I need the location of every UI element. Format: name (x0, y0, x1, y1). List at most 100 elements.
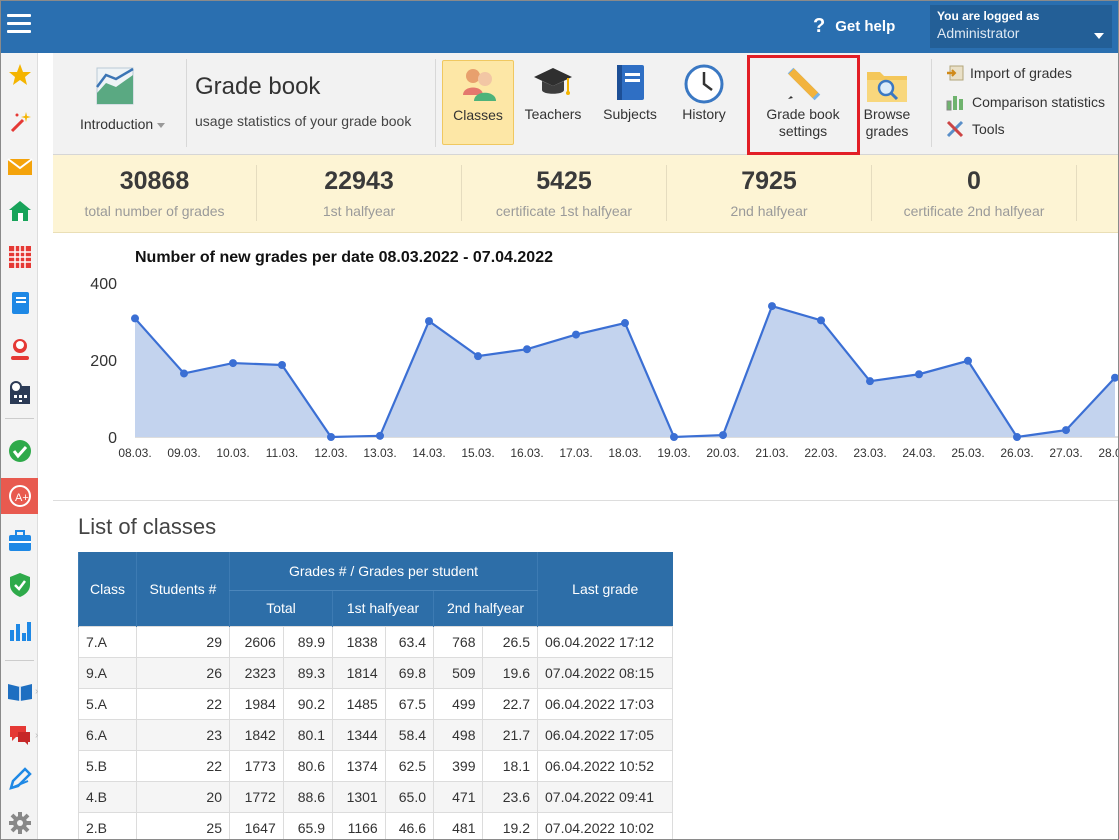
table-cell: 22 (136, 687, 230, 720)
x-tick-label: 17.03. (559, 446, 592, 460)
gear-icon[interactable] (1, 805, 38, 839)
table-cell: 20 (136, 780, 230, 813)
get-help-button[interactable]: ? Get help (813, 15, 895, 38)
comparison-statistics-link[interactable]: Comparison statistics (946, 93, 1105, 111)
home-icon[interactable] (1, 193, 38, 229)
col-last-grade[interactable]: Last grade (537, 552, 673, 626)
data-point (229, 359, 237, 368)
menu-icon[interactable] (7, 14, 31, 34)
col-1st-halfyear[interactable]: 1st halfyear (332, 590, 434, 626)
x-tick-label: 20.03. (706, 446, 739, 460)
x-tick-label: 11.03. (266, 446, 298, 460)
teachers-button[interactable]: Teachers (519, 60, 587, 145)
table-row[interactable]: 6.A 23 1842 80.1 1344 58.4 498 21.7 06.04.2022 1… (78, 718, 673, 751)
table-cell: 399 (432, 749, 484, 782)
table-cell: 07.04.2022 09:41 (537, 780, 673, 813)
table-cell: 23.6 (482, 780, 538, 813)
y-tick-label: 0 (108, 430, 117, 447)
table-row[interactable]: 5.A 22 1984 90.2 1485 67.5 499 22.7 06.04.2022 1… (78, 687, 673, 720)
magic-wand-icon[interactable] (1, 104, 38, 140)
stat-2nd-halfyear: 7925 2nd halfyear (667, 155, 871, 233)
table-cell: 471 (432, 780, 484, 813)
browse-grades-button[interactable]: Browse grades (859, 60, 915, 148)
user-icon[interactable] (1, 331, 38, 367)
table-cell: 2606 (229, 625, 284, 658)
classes-button[interactable]: Classes (442, 60, 514, 145)
table-cell: 19.2 (482, 811, 538, 839)
data-point (474, 352, 482, 361)
calendar-grid-icon[interactable] (1, 239, 38, 275)
students-icon (463, 69, 496, 101)
chart-canvas: 0 200 400 08.03. 09.03. 10.03. 11.03. 12.03. 13.… (90, 276, 1118, 460)
chat-icon[interactable]: › (1, 717, 38, 753)
x-tick-label: 09.03. (167, 446, 200, 460)
checkmark-icon[interactable] (1, 433, 38, 469)
user-dropdown[interactable]: You are logged as Administrator (930, 5, 1112, 48)
x-tick-label: 14.03. (412, 446, 445, 460)
schedule-icon[interactable] (1, 375, 38, 411)
table-cell: 1344 (332, 718, 386, 751)
col-class[interactable]: Class (78, 552, 137, 626)
import-icon (947, 65, 964, 81)
bar-chart-icon[interactable] (1, 613, 38, 649)
open-book-icon[interactable]: › (1, 673, 38, 709)
notebook-icon[interactable] (1, 285, 38, 321)
data-point (1013, 433, 1021, 441)
table-cell: 2323 (229, 656, 284, 689)
x-tick-label: 15.03. (461, 446, 494, 460)
table-cell: 1838 (332, 625, 386, 658)
data-point (1062, 426, 1070, 435)
table-cell: 25 (136, 811, 230, 839)
clock-icon (684, 64, 724, 104)
data-point (768, 302, 776, 311)
table-row[interactable]: 5.B 22 1773 80.6 1374 62.5 399 18.1 06.04.2022 1… (78, 749, 673, 782)
browse-grades-label-1: Browse (863, 106, 911, 122)
stat-caption: 1st halfyear (322, 203, 396, 219)
table-cell: 80.6 (282, 749, 334, 782)
data-point (866, 377, 874, 386)
envelope-icon[interactable] (1, 149, 38, 185)
table-cell: 2.B (78, 811, 137, 839)
grade-book-settings-button[interactable]: Grade book settings (753, 60, 853, 148)
x-tick-label: 08.03. (118, 446, 151, 460)
chart-title: Number of new grades per date 08.03.2022… (135, 249, 553, 266)
table-cell: 69.8 (384, 656, 435, 689)
table-cell: 07.04.2022 10:02 (537, 811, 673, 839)
col-total[interactable]: Total (229, 590, 333, 626)
tools-label: Tools (972, 121, 1005, 137)
data-point (915, 370, 923, 379)
grade-book-settings-label-1: Grade book (766, 106, 840, 122)
notebook-icon (617, 65, 644, 100)
user-caption: You are logged as (937, 9, 1040, 23)
tools-link[interactable]: Tools (946, 120, 1005, 138)
subjects-label: Subjects (603, 106, 657, 122)
table-row[interactable]: 2.B 25 1647 65.9 1166 46.6 481 19.2 07.04.2022 1… (78, 811, 673, 839)
x-tick-label: 21.03. (755, 446, 788, 460)
x-tick-label: 19.03. (657, 446, 690, 460)
import-of-grades-link[interactable]: Import of grades (946, 65, 1072, 81)
star-icon[interactable] (1, 57, 38, 93)
x-tick-label: 23.03. (853, 446, 886, 460)
briefcase-icon[interactable] (1, 523, 38, 559)
introduction-button[interactable]: Introduction (53, 53, 185, 153)
table-cell: 80.1 (282, 718, 334, 751)
grade-book-settings-label-2: settings (778, 123, 828, 139)
highlight-box (747, 55, 860, 155)
data-point (621, 319, 629, 328)
col-students[interactable]: Students # (136, 552, 230, 626)
table-row[interactable]: 7.A 29 2606 89.9 1838 63.4 768 26.5 06.04.2022 1… (78, 625, 673, 658)
table-cell: 58.4 (384, 718, 435, 751)
history-button[interactable]: History (673, 60, 735, 145)
shield-icon[interactable] (1, 567, 38, 603)
col-2nd-halfyear[interactable]: 2nd halfyear (433, 590, 538, 626)
pen-icon[interactable] (1, 761, 38, 797)
y-tick-label: 200 (90, 353, 117, 370)
table-row[interactable]: 4.B 20 1772 88.6 1301 65.0 471 23.6 07.04.2022 0… (78, 780, 673, 813)
table-cell: 1842 (229, 718, 284, 751)
table-row[interactable]: 9.A 26 2323 89.3 1814 69.8 509 19.6 07.04.2022 0… (78, 656, 673, 689)
comparison-statistics-label: Comparison statistics (972, 94, 1106, 110)
table-cell: 9.A (78, 656, 137, 689)
table-cell: 26 (136, 656, 230, 689)
subjects-button[interactable]: Subjects (597, 60, 663, 145)
grade-book-icon[interactable]: A+ (1, 478, 38, 514)
